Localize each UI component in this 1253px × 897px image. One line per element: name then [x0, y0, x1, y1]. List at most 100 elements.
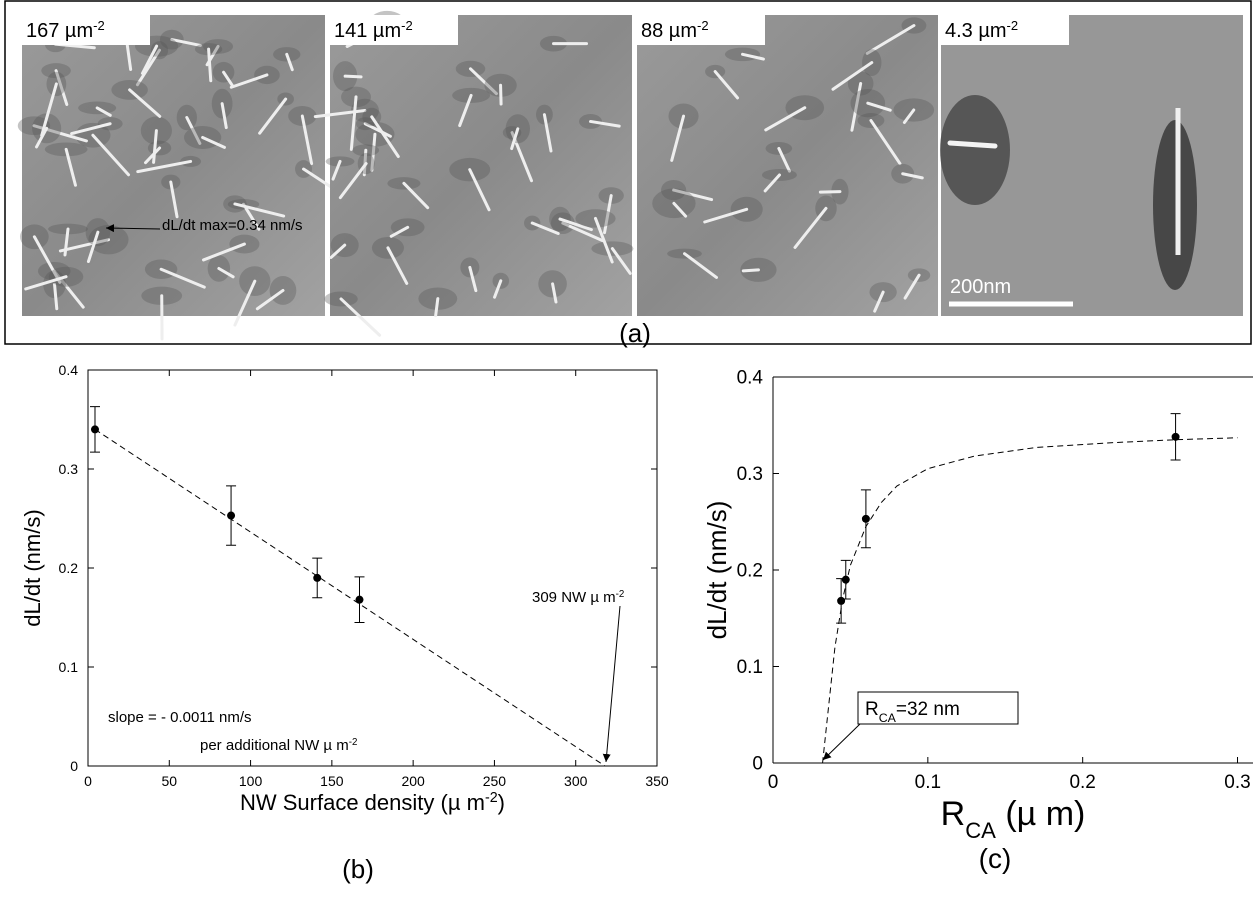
- sem-wire: [866, 101, 892, 112]
- data-point: [861, 514, 870, 523]
- sem-wire: [683, 252, 718, 279]
- x-axis-label-sub: CA: [965, 818, 996, 843]
- sem-wire: [169, 180, 179, 219]
- annotation-arrow: [822, 723, 861, 761]
- sem-wire: [865, 24, 916, 55]
- sem-wire: [300, 114, 314, 166]
- sem-shadow: [940, 95, 1010, 205]
- y-tick-label: 0: [70, 758, 78, 774]
- sem-wire: [873, 290, 885, 313]
- annotation-text: per additional NW µ m: [200, 737, 349, 754]
- sem-wire: [458, 93, 473, 128]
- annotation-text: dL/dt max=0.34 nm/s: [162, 217, 303, 234]
- sem-wire: [589, 119, 621, 128]
- x-tick-label: 50: [161, 773, 177, 789]
- x-tick-label: 200: [401, 773, 425, 789]
- annotation: RCA=32 nm: [865, 699, 960, 725]
- x-tick-label: 300: [564, 773, 588, 789]
- x-tick-label: 0.1: [915, 772, 941, 793]
- x-axis-label-end: (µ m): [996, 795, 1085, 833]
- sem-wire: [331, 159, 342, 181]
- sem-wire: [229, 73, 269, 89]
- sem-wire: [233, 202, 286, 218]
- y-tick-label: 0.3: [59, 461, 79, 477]
- x-axis-label-sup: -2: [485, 790, 498, 806]
- sem-wire: [493, 279, 503, 299]
- sem-wire: [170, 38, 202, 47]
- sem-wire: [468, 265, 478, 293]
- annotation-text: R: [865, 699, 879, 720]
- sem-wire: [901, 172, 924, 180]
- sem-wire: [370, 115, 400, 159]
- image-label: 141 µm-2: [334, 18, 413, 43]
- sem-wire: [24, 275, 68, 291]
- x-tick-label: 150: [320, 773, 344, 789]
- sem-wire: [558, 217, 593, 232]
- annotation: slope = - 0.0011 nm/s: [108, 709, 252, 726]
- y-tick-label: 0.2: [737, 561, 763, 582]
- sem-wire: [593, 216, 614, 264]
- sem-wire: [542, 113, 553, 153]
- sem-wire: [242, 202, 261, 231]
- sem-wire: [343, 74, 363, 79]
- sem-image: [330, 15, 632, 316]
- fit-line: [94, 428, 606, 767]
- panel-caption: (a): [619, 318, 651, 348]
- sem-wire: [91, 133, 131, 177]
- y-tick-label: 0.1: [59, 659, 79, 675]
- sem-wire: [53, 282, 59, 311]
- image-label-bg: [637, 15, 765, 45]
- sem-wire: [40, 82, 58, 137]
- data-point: [227, 511, 236, 520]
- sem-wire: [818, 190, 842, 194]
- sem-wire: [499, 83, 503, 106]
- plot-frame: [87, 369, 658, 767]
- annotation-box: [857, 691, 1019, 725]
- sem-wire: [144, 146, 162, 165]
- y-tick-label: 0: [752, 754, 763, 775]
- data-point: [313, 573, 322, 582]
- sem-wire: [672, 201, 688, 218]
- sem-wire: [255, 288, 285, 311]
- image-label-sup: -2: [93, 18, 105, 33]
- sem-wire: [947, 140, 998, 149]
- data-point: [837, 596, 846, 605]
- fit-line: [822, 437, 1238, 764]
- image-label: 167 µm-2: [26, 18, 105, 43]
- sem-wire: [434, 297, 440, 318]
- sem-wire: [468, 168, 491, 212]
- scale-bar-label: 200nm: [950, 276, 1011, 298]
- sem-wire: [793, 206, 828, 249]
- image-label-sup: -2: [1007, 18, 1019, 33]
- data-point: [355, 595, 364, 604]
- x-tick-label: 0: [768, 772, 779, 793]
- image-label: 4.3 µm-2: [945, 18, 1018, 43]
- y-axis-label: dL/dt (nm/s): [702, 501, 732, 640]
- sem-wire: [339, 297, 382, 337]
- sem-wire: [468, 67, 498, 96]
- sem-wire: [32, 235, 62, 284]
- sem-wire: [329, 243, 347, 259]
- x-axis-label-end: ): [498, 790, 505, 815]
- sem-wire: [152, 129, 158, 164]
- sem-wire: [207, 47, 213, 83]
- annotation-end: =32 nm: [896, 699, 960, 720]
- sem-wire: [95, 106, 112, 117]
- sem-wire: [603, 194, 613, 235]
- image-label-text: 167 µm: [26, 20, 93, 42]
- sem-wire: [64, 147, 77, 187]
- annotation-text: slope = - 0.0011 nm/s: [108, 709, 252, 726]
- panel-caption: (c): [979, 843, 1012, 874]
- image-label-text: 88 µm: [641, 20, 697, 42]
- sem-wire: [135, 48, 161, 87]
- sem-wire: [285, 52, 294, 72]
- sem-wire: [402, 181, 430, 210]
- sem-wire: [258, 97, 288, 135]
- sem-wire: [159, 267, 206, 289]
- sem-wire: [52, 269, 85, 309]
- sem-wire: [370, 132, 377, 172]
- annotation: dL/dt max=0.34 nm/s: [162, 217, 303, 234]
- sem-wire: [561, 221, 605, 243]
- sem-wire: [741, 268, 760, 273]
- panel-a-frame: [4, 0, 1252, 345]
